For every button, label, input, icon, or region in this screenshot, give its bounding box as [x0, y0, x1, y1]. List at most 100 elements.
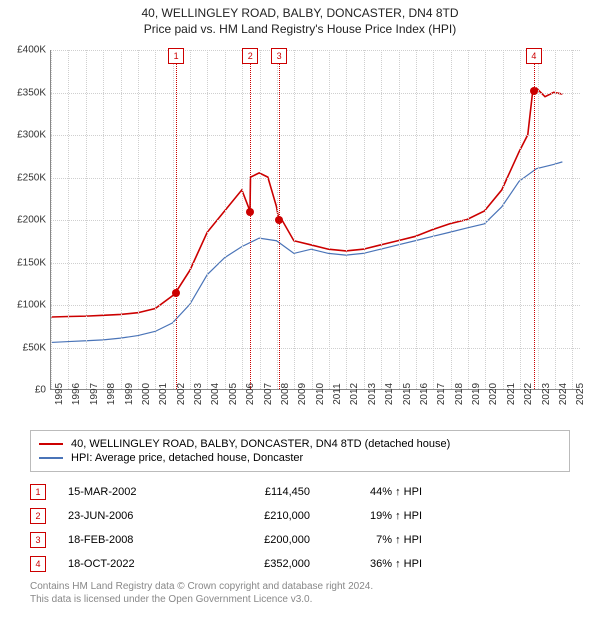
gridline-h	[51, 305, 580, 306]
transaction-pct: 7% ↑ HPI	[332, 534, 422, 546]
legend-row: 40, WELLINGLEY ROAD, BALBY, DONCASTER, D…	[39, 437, 561, 451]
legend-swatch	[39, 457, 63, 459]
gridline-v	[190, 50, 191, 389]
x-axis-label: 1999	[124, 383, 135, 405]
gridline-v	[225, 50, 226, 389]
x-axis-label: 1996	[71, 383, 82, 405]
x-axis-label: 1998	[106, 383, 117, 405]
marker-line	[534, 50, 535, 389]
legend-swatch	[39, 443, 63, 445]
gridline-h	[51, 50, 580, 51]
gridline-v	[381, 50, 382, 389]
footer-line1: Contains HM Land Registry data © Crown c…	[30, 580, 373, 593]
legend-row: HPI: Average price, detached house, Donc…	[39, 451, 561, 465]
x-axis-label: 2005	[228, 383, 239, 405]
y-axis-label: £50K	[23, 342, 46, 353]
x-axis-label: 2022	[523, 383, 534, 405]
x-axis-label: 2011	[332, 383, 343, 405]
gridline-v	[68, 50, 69, 389]
gridline-v	[329, 50, 330, 389]
gridline-v	[538, 50, 539, 389]
x-axis-label: 2023	[541, 383, 552, 405]
transaction-price: £114,450	[220, 486, 310, 498]
x-axis-label: 2009	[297, 383, 308, 405]
transaction-date: 18-FEB-2008	[68, 534, 198, 546]
legend: 40, WELLINGLEY ROAD, BALBY, DONCASTER, D…	[30, 430, 570, 472]
gridline-v	[207, 50, 208, 389]
x-axis-label: 2001	[158, 383, 169, 405]
legend-text: HPI: Average price, detached house, Donc…	[71, 452, 303, 464]
y-axis-label: £100K	[17, 300, 46, 311]
plot-region: £0£50K£100K£150K£200K£250K£300K£350K£400…	[50, 50, 580, 390]
gridline-v	[51, 50, 52, 389]
transaction-date: 23-JUN-2006	[68, 510, 198, 522]
gridline-h	[51, 348, 580, 349]
title-block: 40, WELLINGLEY ROAD, BALBY, DONCASTER, D…	[0, 0, 600, 36]
x-axis-label: 2012	[349, 383, 360, 405]
x-axis-label: 2003	[193, 383, 204, 405]
gridline-h	[51, 135, 580, 136]
marker-badge: 1	[168, 48, 184, 64]
gridline-v	[155, 50, 156, 389]
x-axis-label: 2025	[575, 383, 586, 405]
x-axis-label: 2002	[176, 383, 187, 405]
marker-line	[176, 50, 177, 389]
gridline-v	[572, 50, 573, 389]
marker-dot	[246, 208, 254, 216]
title-line1: 40, WELLINGLEY ROAD, BALBY, DONCASTER, D…	[0, 6, 600, 20]
gridline-h	[51, 263, 580, 264]
x-axis-label: 1995	[54, 383, 65, 405]
marker-dot	[530, 87, 538, 95]
gridline-v	[294, 50, 295, 389]
transaction-pct: 19% ↑ HPI	[332, 510, 422, 522]
transaction-row: 418-OCT-2022£352,00036% ↑ HPI	[30, 552, 570, 576]
x-axis-label: 2010	[315, 383, 326, 405]
y-axis-label: £350K	[17, 87, 46, 98]
transactions-table: 1 15-MAR-2002 £114,450 44% ↑ HPI 2 23-JUN-200…	[30, 480, 570, 576]
gridline-v	[346, 50, 347, 389]
y-axis-label: £150K	[17, 257, 46, 268]
transaction-pct: 44% ↑ HPI	[332, 486, 422, 498]
x-axis-label: 2000	[141, 383, 152, 405]
x-axis-label: 2017	[436, 383, 447, 405]
transaction-price: £200,000	[220, 534, 310, 546]
transaction-badge: 4	[30, 556, 46, 572]
transaction-row: 3 18-FEB-2008 £200,000 7% ↑ HPI	[30, 528, 570, 552]
x-axis-label: 1997	[89, 383, 100, 405]
transaction-price: £210,000	[220, 510, 310, 522]
gridline-v	[260, 50, 261, 389]
x-axis-label: 2024	[558, 383, 569, 405]
gridline-h	[51, 178, 580, 179]
x-axis-label: 2014	[384, 383, 395, 405]
marker-badge: 3	[271, 48, 287, 64]
x-axis-label: 2008	[280, 383, 291, 405]
marker-badge: 4	[526, 48, 542, 64]
transaction-date: 15-MAR-2002	[68, 486, 198, 498]
marker-dot	[172, 289, 180, 297]
transaction-row: 1 15-MAR-2002 £114,450 44% ↑ HPI	[30, 480, 570, 504]
gridline-v	[503, 50, 504, 389]
title-line2: Price paid vs. HM Land Registry's House …	[0, 22, 600, 36]
transaction-price: £352,000	[220, 558, 310, 570]
transaction-badge: 3	[30, 532, 46, 548]
gridline-h	[51, 93, 580, 94]
gridline-v	[555, 50, 556, 389]
x-axis-label: 2007	[263, 383, 274, 405]
y-axis-label: £250K	[17, 172, 46, 183]
chart-container: 40, WELLINGLEY ROAD, BALBY, DONCASTER, D…	[0, 0, 600, 620]
transaction-badge: 1	[30, 484, 46, 500]
gridline-h	[51, 220, 580, 221]
transaction-badge: 2	[30, 508, 46, 524]
marker-dot	[275, 216, 283, 224]
gridline-v	[520, 50, 521, 389]
transaction-date: 18-OCT-2022	[68, 558, 198, 570]
x-axis-label: 2016	[419, 383, 430, 405]
footer: Contains HM Land Registry data © Crown c…	[30, 580, 373, 606]
footer-line2: This data is licensed under the Open Gov…	[30, 593, 373, 606]
gridline-v	[121, 50, 122, 389]
gridline-v	[138, 50, 139, 389]
gridline-v	[416, 50, 417, 389]
gridline-v	[312, 50, 313, 389]
gridline-v	[485, 50, 486, 389]
y-axis-label: £300K	[17, 130, 46, 141]
